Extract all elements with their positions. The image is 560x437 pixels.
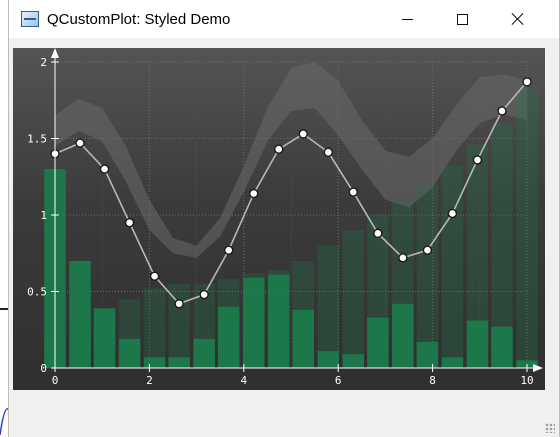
close-button[interactable]: [495, 0, 541, 38]
series-point: [274, 144, 284, 154]
series-point: [398, 253, 408, 263]
series-point: [522, 77, 532, 87]
data-bar: [292, 309, 315, 368]
series-point: [75, 138, 85, 148]
series-point: [373, 228, 383, 239]
data-bar: [143, 357, 166, 368]
background-bar: [466, 144, 489, 368]
x-tick-label: 8: [429, 374, 436, 387]
background-line: [0, 308, 10, 310]
data-bar: [441, 357, 464, 368]
series-point: [472, 155, 483, 165]
app-window: QCustomPlot: Styled Demo 0 2 4 6 8 10 0 0.5 1 1.5…: [8, 0, 560, 437]
app-icon: [21, 11, 39, 27]
plot-area[interactable]: 0 2 4 6 8 10 0 0.5 1 1.5 2: [13, 48, 545, 390]
x-tick-label: 4: [240, 374, 247, 387]
x-tick-label: 6: [335, 374, 342, 387]
minimize-button[interactable]: [384, 0, 430, 38]
close-icon: [511, 12, 525, 26]
data-bar: [466, 320, 489, 368]
series-line: [54, 81, 528, 305]
size-grip[interactable]: [545, 423, 555, 433]
series-point: [174, 299, 184, 309]
data-bar: [217, 306, 240, 368]
data-bar: [491, 326, 513, 368]
y-tick-label: 0: [40, 362, 47, 375]
minimize-icon: [401, 18, 413, 20]
data-bar: [168, 357, 190, 368]
background-bar: [168, 283, 190, 368]
series-point: [99, 164, 110, 174]
background-bar: [143, 288, 166, 368]
series-point: [223, 245, 234, 255]
window-title: QCustomPlot: Styled Demo: [47, 10, 231, 28]
series-point: [447, 208, 458, 219]
series-point: [497, 106, 507, 116]
data-bar: [118, 338, 141, 368]
background-bar: [441, 166, 464, 368]
x-tick-label: 2: [146, 374, 153, 387]
y-tick-label: 0.5: [27, 286, 47, 299]
background-bar: [491, 123, 513, 368]
titlebar[interactable]: QCustomPlot: Styled Demo: [9, 0, 559, 38]
series-point: [199, 289, 209, 300]
data-bar: [193, 338, 215, 368]
series-point: [149, 271, 160, 281]
data-bar: [317, 351, 340, 368]
series-point: [348, 187, 359, 197]
x-axis-arrow: [533, 364, 543, 372]
series-point: [298, 129, 308, 139]
data-bar: [367, 317, 389, 368]
background-bar: [342, 230, 365, 368]
maximize-button[interactable]: [439, 0, 485, 38]
background-bar: [317, 245, 340, 368]
data-bar: [267, 274, 290, 368]
background-bar: [516, 89, 538, 368]
data-bar: [242, 277, 265, 368]
plot-svg[interactable]: 0 2 4 6 8 10 0 0.5 1 1.5 2: [13, 48, 545, 390]
data-bar: [416, 341, 439, 368]
series-point: [124, 217, 135, 228]
x-tick-label: 0: [52, 374, 59, 387]
background-bar: [416, 184, 439, 368]
x-tick-label: 10: [520, 374, 533, 387]
data-bar: [69, 260, 91, 368]
series-point: [249, 188, 259, 199]
data-bar: [93, 308, 116, 368]
y-tick-label: 2: [40, 56, 47, 69]
maximize-icon: [456, 13, 468, 25]
data-bar: [342, 354, 365, 368]
series-point: [323, 147, 333, 157]
band-area: [55, 62, 527, 258]
y-axis-arrow: [51, 48, 59, 58]
series-point: [422, 245, 433, 255]
y-tick-label: 1: [40, 209, 47, 222]
y-tick-label: 1.5: [27, 133, 47, 146]
data-bar: [392, 303, 414, 368]
